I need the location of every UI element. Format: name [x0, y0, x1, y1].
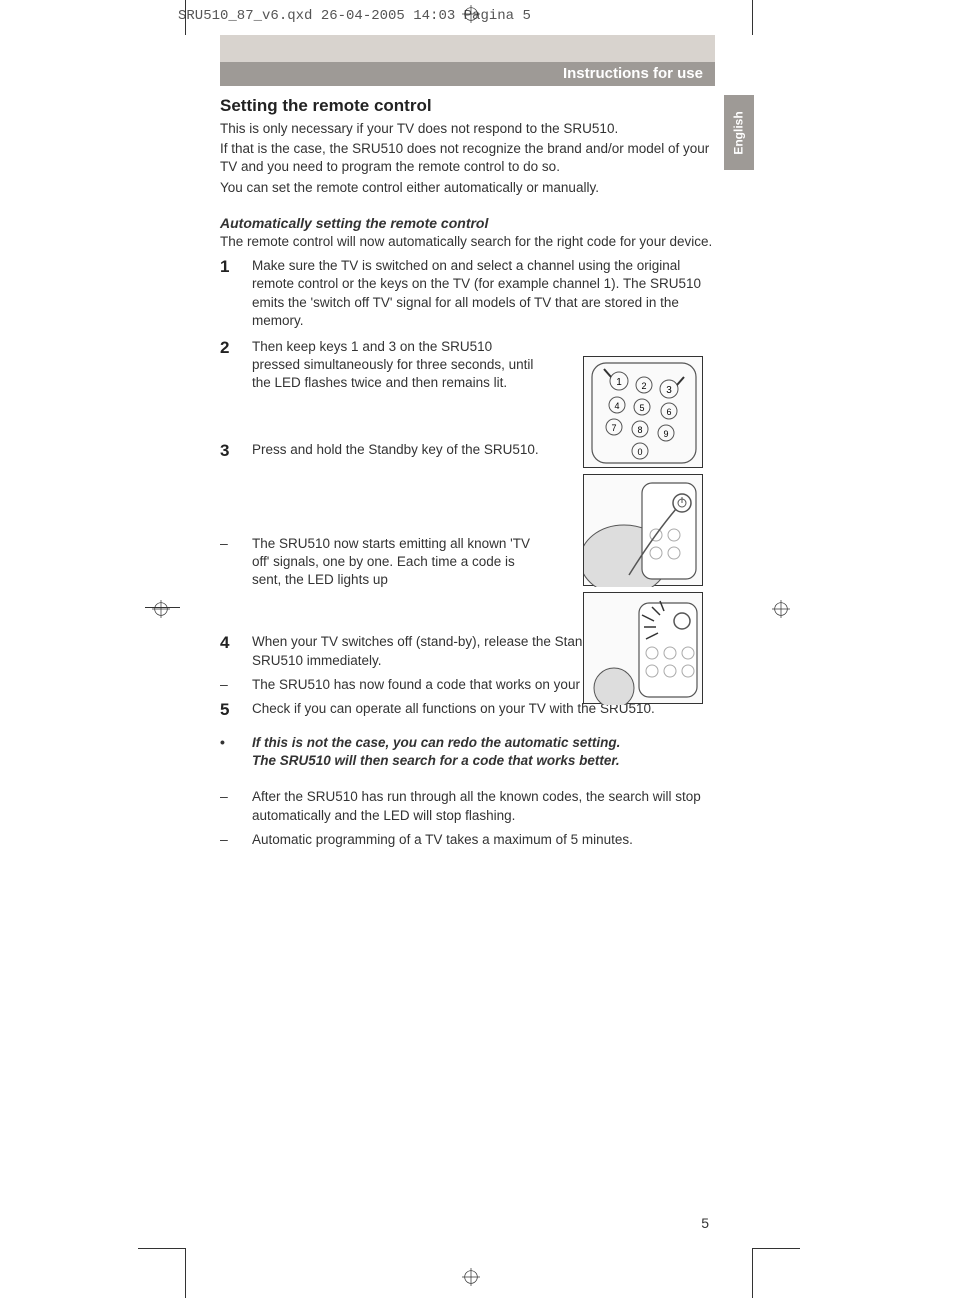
step-text-emphasis: pressed simultaneously for three seconds [252, 357, 501, 372]
crop-mark [752, 1248, 753, 1298]
page-content: Setting the remote control This is only … [220, 96, 715, 849]
step-1: 1 Make sure the TV is switched on and se… [220, 257, 715, 330]
step-text: Make sure the TV is switched on and sele… [252, 257, 715, 330]
svg-text:3: 3 [666, 385, 672, 396]
registration-mark-icon [772, 600, 790, 623]
intro-paragraph: If that is the case, the SRU510 does not… [220, 140, 715, 176]
crop-mark [752, 0, 753, 35]
svg-text:5: 5 [639, 403, 644, 413]
step-text: After the SRU510 has run through all the… [252, 788, 715, 824]
illustration-standby-press [583, 474, 703, 586]
crop-mark [138, 1248, 186, 1249]
svg-text:4: 4 [614, 401, 619, 411]
step-text: Press and hold the Standby key of the SR… [252, 441, 542, 461]
registration-mark-icon [152, 600, 170, 623]
svg-text:0: 0 [637, 447, 642, 457]
illustration-keypad: 1 2 3 4 5 6 7 8 9 0 [583, 356, 703, 468]
dash-marker: – [220, 676, 252, 694]
crop-mark [185, 0, 186, 35]
step-number: 4 [220, 633, 252, 669]
bullet-line: The SRU510 will then search for a code t… [252, 752, 715, 770]
crop-mark [185, 1248, 186, 1298]
bullet-marker: • [220, 734, 252, 770]
dash-marker: – [220, 831, 252, 849]
step-text: The SRU510 now starts emitting all known… [252, 535, 542, 590]
page-title: Setting the remote control [220, 96, 715, 116]
bullet-note: • If this is not the case, you can redo … [220, 734, 715, 770]
section-subtitle: Automatically setting the remote control [220, 215, 715, 231]
svg-text:7: 7 [611, 423, 616, 433]
language-tab-label: English [732, 111, 746, 154]
bullet-text: If this is not the case, you can redo th… [252, 734, 715, 770]
svg-text:9: 9 [663, 429, 668, 439]
bullet-line: If this is not the case, you can redo th… [252, 734, 715, 752]
registration-mark-icon [462, 5, 480, 28]
end-note-1: – After the SRU510 has run through all t… [220, 788, 715, 824]
step-number: 2 [220, 338, 252, 393]
section-intro: The remote control will now automaticall… [220, 233, 715, 251]
registration-mark-icon [462, 1268, 480, 1291]
end-note-2: – Automatic programming of a TV takes a … [220, 831, 715, 849]
page-number: 5 [701, 1215, 709, 1231]
crop-mark [752, 1248, 800, 1249]
dash-marker: – [220, 788, 252, 824]
svg-text:2: 2 [641, 381, 646, 391]
step-number: 3 [220, 441, 252, 461]
illustration-led-signal [583, 592, 703, 704]
dash-marker: – [220, 535, 252, 590]
intro-paragraph: This is only necessary if your TV does n… [220, 120, 715, 138]
step-text: Automatic programming of a TV takes a ma… [252, 831, 715, 849]
intro-paragraph: You can set the remote control either au… [220, 179, 715, 197]
language-tab: English [724, 95, 754, 170]
header-instructions-label: Instructions for use [220, 62, 715, 86]
svg-text:6: 6 [666, 407, 671, 417]
svg-text:8: 8 [637, 425, 642, 435]
svg-text:1: 1 [616, 377, 622, 388]
step-number: 1 [220, 257, 252, 330]
step-text-part: Then keep keys 1 and 3 on the SRU510 [252, 339, 492, 354]
step-number: 5 [220, 700, 252, 720]
step-text: Then keep keys 1 and 3 on the SRU510 pre… [252, 338, 542, 393]
